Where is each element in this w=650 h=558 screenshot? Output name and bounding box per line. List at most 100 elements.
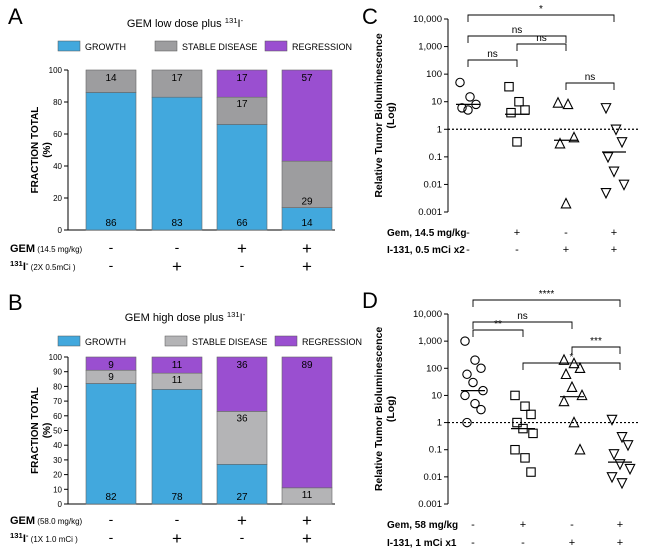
significance-bracket <box>468 36 566 43</box>
data-point <box>527 410 535 418</box>
condition-label-part: GEM <box>10 243 35 255</box>
chart-title: GEM high dose plus 131I- <box>125 310 246 325</box>
bar-segment <box>282 357 332 488</box>
y-tick-label: 1 <box>437 418 442 429</box>
condition-mark: + <box>237 511 247 530</box>
condition-mark: - <box>240 529 245 545</box>
data-label: 14 <box>301 218 313 229</box>
data-label: 66 <box>236 218 248 229</box>
data-point <box>527 468 535 476</box>
condition-mark: - <box>175 511 180 527</box>
data-point <box>625 464 634 473</box>
data-point <box>471 356 479 364</box>
data-point <box>577 390 586 399</box>
significance-bracket <box>473 330 523 337</box>
y-tick-label: 10,000 <box>413 309 442 320</box>
chart-title-part: - <box>241 16 244 25</box>
condition-mark: - <box>109 239 114 255</box>
data-point <box>603 153 612 162</box>
data-point <box>561 199 570 208</box>
significance-label: **** <box>539 289 555 300</box>
data-label: 14 <box>105 73 117 84</box>
data-point <box>511 446 519 454</box>
data-label: 17 <box>171 73 183 84</box>
data-label: 9 <box>108 360 114 371</box>
y-tick-label: 10 <box>53 485 62 494</box>
y-tick-label: 0 <box>58 500 63 509</box>
data-label: 17 <box>236 99 248 110</box>
data-point <box>617 479 626 488</box>
bar-segment <box>86 92 136 230</box>
condition-mark: + <box>611 244 617 256</box>
condition-mark: + <box>611 227 617 239</box>
data-label: 11 <box>172 360 183 371</box>
significance-label: * <box>539 4 543 15</box>
data-point <box>563 99 572 108</box>
panel-D: D0.0010.010.11101001,00010,000Relative T… <box>362 288 640 549</box>
legend-label: REGRESSION <box>292 42 352 52</box>
y-tick-label: 20 <box>53 471 62 480</box>
condition-mark: + <box>617 519 623 531</box>
chart-title-part: GEM high dose plus <box>125 312 227 324</box>
y-tick-label: 1,000 <box>418 42 442 53</box>
condition-label-part: (58.0 mg/kg) <box>35 517 82 526</box>
condition-label: I-131, 0.5 mCi x2 <box>387 245 465 256</box>
data-point <box>607 415 616 424</box>
data-label: 29 <box>301 197 313 208</box>
significance-label: ns <box>487 49 498 60</box>
condition-mark: + <box>302 511 312 530</box>
condition-mark: + <box>569 537 575 549</box>
data-point <box>456 78 464 86</box>
y-tick-label: 20 <box>53 194 62 203</box>
condition-mark: - <box>175 239 180 255</box>
data-point <box>617 138 626 147</box>
panel-letter: A <box>8 4 23 29</box>
y-tick-label: 40 <box>53 162 62 171</box>
significance-bracket <box>572 347 620 354</box>
condition-label: I-131, 1 mCi x1 <box>387 538 457 549</box>
y-tick-label: 100 <box>426 69 442 80</box>
panel-A: A GEM low dose plus 131I- GROWTH STABLE DIS… <box>8 4 352 276</box>
data-label: 27 <box>236 492 248 503</box>
y-axis-title: FRACTION TOTAL (%) <box>30 387 53 474</box>
significance-label: ns <box>517 311 528 322</box>
data-point <box>521 106 529 114</box>
condition-label: Gem, 58 mg/kg <box>387 520 458 531</box>
y-axis-label: FRACTION TOTAL <box>30 387 41 474</box>
bar-segment <box>152 97 202 230</box>
data-label: 83 <box>171 218 183 229</box>
data-label: 57 <box>301 73 313 84</box>
y-tick-label: 40 <box>53 441 62 450</box>
legend-swatch <box>265 41 287 51</box>
y-tick-label: 70 <box>53 397 62 406</box>
y-tick-label: 10,000 <box>413 14 442 25</box>
data-point <box>601 104 610 113</box>
significance-bracket <box>566 83 614 90</box>
y-tick-label: 0.01 <box>424 179 443 190</box>
legend-label: GROWTH <box>85 42 126 52</box>
y-tick-label: 80 <box>53 98 62 107</box>
data-label: 36 <box>236 360 248 371</box>
y-tick-label: 10 <box>431 97 442 108</box>
condition-label-part: 131 <box>10 531 24 540</box>
chart-title: GEM low dose plus 131I- <box>127 16 244 31</box>
data-point <box>505 83 513 91</box>
y-tick-label: 0.01 <box>424 472 443 483</box>
condition-mark: - <box>240 257 245 273</box>
legend-swatch <box>58 41 80 51</box>
y-tick-label: 0.1 <box>429 152 442 163</box>
data-point <box>561 369 570 378</box>
legend-label: STABLE DISEASE <box>182 42 257 52</box>
legend-label: GROWTH <box>85 337 126 347</box>
y-tick-label: 60 <box>53 412 62 421</box>
legend-label: REGRESSION <box>302 337 362 347</box>
y-tick-label: 0.1 <box>429 445 442 456</box>
significance-label: *** <box>590 336 602 347</box>
legend-swatch <box>275 336 297 346</box>
condition-mark: - <box>466 244 470 256</box>
condition-mark: + <box>520 519 526 531</box>
significance-label: * <box>570 352 574 363</box>
y-tick-label: 1 <box>437 124 442 135</box>
condition-mark: - <box>515 244 519 256</box>
legend: GROWTH STABLE DISEASE REGRESSION <box>58 41 352 52</box>
